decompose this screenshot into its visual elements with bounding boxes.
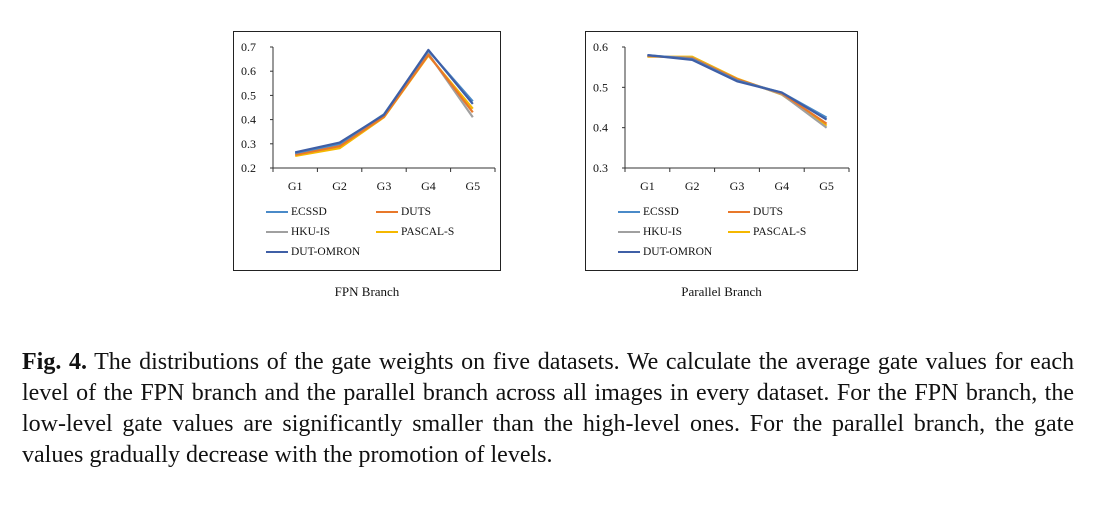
- legend-swatch: [376, 231, 398, 233]
- fpn-legend: ECSSD DUTS HKU-IS PASCAL-S DUT-OMRON: [266, 206, 496, 266]
- series-line-duts: [294, 53, 474, 156]
- x-tick-label: G1: [640, 179, 655, 193]
- legend-item-ecssd: ECSSD: [266, 206, 327, 218]
- legend-swatch: [266, 211, 288, 213]
- x-tick-label: G5: [465, 179, 480, 193]
- legend-swatch: [266, 231, 288, 233]
- legend-item-pascal-s: PASCAL-S: [728, 226, 806, 238]
- legend-swatch: [376, 211, 398, 213]
- x-tick-label: G1: [288, 179, 303, 193]
- legend-label: PASCAL-S: [401, 226, 455, 238]
- legend-item-dut-omron: DUT-OMRON: [266, 246, 360, 258]
- figure-caption: Fig. 4. The distributions of the gate we…: [22, 347, 1074, 471]
- y-tick-label: 0.5: [593, 80, 608, 94]
- x-tick-label: G4: [774, 179, 789, 193]
- series-line-dut-omron: [294, 48, 474, 154]
- legend-label: DUTS: [753, 206, 784, 218]
- legend-label: ECSSD: [643, 206, 679, 218]
- y-tick-label: 0.3: [593, 161, 608, 175]
- legend-item-hku-is: HKU-IS: [266, 226, 330, 238]
- parallel-chart-title: Parallel Branch: [681, 284, 762, 299]
- x-tick-label: G4: [421, 179, 436, 193]
- y-tick-label: 0.2: [241, 161, 256, 175]
- y-tick-label: 0.6: [593, 40, 608, 54]
- parallel-chart-svg: 0.3 0.4 0.5 0.6 G1 G2 G3 G4 G5: [585, 31, 858, 271]
- x-tick-label: G2: [685, 179, 700, 193]
- figure-number: Fig. 4.: [22, 349, 87, 375]
- y-tick-label: 0.5: [241, 88, 256, 102]
- x-tick-label: G5: [819, 179, 834, 193]
- legend-swatch: [618, 211, 640, 213]
- x-tick-label: G3: [730, 179, 745, 193]
- y-tick-label: 0.6: [241, 64, 256, 78]
- legend-swatch: [618, 231, 640, 233]
- legend-item-hku-is: HKU-IS: [618, 226, 682, 238]
- legend-swatch: [728, 211, 750, 213]
- fpn-chart-title: FPN Branch: [334, 284, 400, 299]
- legend-label: DUT-OMRON: [291, 246, 361, 258]
- x-tick-label: G3: [377, 179, 392, 193]
- legend-item-pascal-s: PASCAL-S: [376, 226, 454, 238]
- legend-item-duts: DUTS: [376, 206, 431, 218]
- legend-label: HKU-IS: [291, 226, 330, 238]
- y-tick-label: 0.4: [593, 121, 608, 135]
- legend-item-duts: DUTS: [728, 206, 783, 218]
- y-tick-label: 0.4: [241, 113, 256, 127]
- caption-text: The distributions of the gate weights on…: [22, 349, 1075, 468]
- series-line-dut-omron: [647, 54, 828, 121]
- legend-label: ECSSD: [291, 206, 327, 218]
- legend-swatch: [266, 251, 288, 253]
- legend-label: PASCAL-S: [753, 226, 807, 238]
- legend-swatch: [728, 231, 750, 233]
- legend-item-dut-omron: DUT-OMRON: [618, 246, 712, 258]
- legend-swatch: [618, 251, 640, 253]
- legend-label: DUTS: [401, 206, 432, 218]
- legend-label: DUT-OMRON: [643, 246, 713, 258]
- y-tick-label: 0.3: [241, 137, 256, 151]
- y-tick-label: 0.7: [241, 40, 256, 54]
- parallel-legend: ECSSD DUTS HKU-IS PASCAL-S DUT-OMRON: [618, 206, 848, 266]
- fpn-chart-svg: 0.2 0.3 0.4 0.5 0.6 0.7 G1 G2 G3 G4 G5: [233, 31, 501, 271]
- parallel-chart-panel: 0.3 0.4 0.5 0.6 G1 G2 G3 G4 G5: [585, 31, 858, 271]
- legend-label: HKU-IS: [643, 226, 682, 238]
- x-tick-label: G2: [332, 179, 347, 193]
- legend-item-ecssd: ECSSD: [618, 206, 679, 218]
- chart-frame: [233, 31, 501, 271]
